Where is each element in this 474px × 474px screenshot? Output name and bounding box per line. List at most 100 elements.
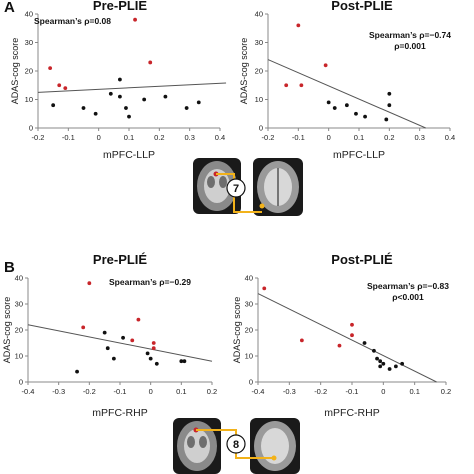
p-value-annotation: ρ=0.001 xyxy=(394,41,426,51)
red-data-point xyxy=(284,83,289,88)
black-data-point xyxy=(179,359,184,364)
x-tick-label: 0.1 xyxy=(409,387,419,396)
y-tick-label: 10 xyxy=(255,95,263,104)
y-axis-label: ADAS-cog score xyxy=(2,297,12,364)
connection-badge-label: 7 xyxy=(233,183,239,195)
red-data-point xyxy=(350,322,354,327)
black-data-point xyxy=(387,91,392,96)
black-data-point xyxy=(121,335,125,340)
x-tick-label: -0.2 xyxy=(314,387,327,396)
x-tick-label: -0.1 xyxy=(292,133,305,142)
black-data-point xyxy=(93,111,98,116)
correlation-annotation: Spearman’s ρ=−0.83 xyxy=(367,281,449,291)
black-data-point xyxy=(163,94,168,99)
black-data-point xyxy=(182,359,187,364)
chart-title: Pre-PLIE xyxy=(93,0,148,13)
chart-title: Post-PLIE xyxy=(331,0,393,13)
brain-axial-right-icon xyxy=(250,418,300,474)
x-tick-label: 0 xyxy=(381,387,385,396)
black-data-point xyxy=(354,111,358,116)
black-data-point xyxy=(81,106,86,110)
x-axis-label: mPFC-RHP xyxy=(92,407,147,419)
y-tick-label: 40 xyxy=(245,274,253,283)
x-tick-label: 0.2 xyxy=(384,133,394,142)
x-tick-label: -0.2 xyxy=(262,133,275,142)
y-tick-label: 10 xyxy=(25,95,33,104)
y-axis-label: ADAS-cog score xyxy=(239,38,249,105)
scatter-plot-pre-rhp: Pre-PLIÉ 0 10 20 30 40 -0.4 -0.3 -0.2 -0.1 0 0.1 0.2… xyxy=(2,252,217,419)
black-data-point xyxy=(105,346,110,351)
connection-badge xyxy=(226,178,246,198)
red-data-point xyxy=(350,333,354,338)
y-tick-label: 0 xyxy=(249,378,253,387)
x-tick-label: 0.3 xyxy=(414,133,424,142)
x-tick-label: 0 xyxy=(97,133,101,142)
chart-title: Pre-PLIÉ xyxy=(93,252,148,267)
black-data-point xyxy=(111,356,116,361)
scatter-plot-pre-llp: Pre-PLIE 0 10 20 30 40 -0.2 -0.1 0 0.1 0.2 0.3 0.4 AD… xyxy=(10,0,227,161)
y-tick-label: 40 xyxy=(255,10,263,19)
x-tick-label: 0.3 xyxy=(184,133,194,142)
brain-diagram-a: 7 xyxy=(193,158,303,216)
correlation-annotation: Spearman’s ρ=0.08 xyxy=(34,16,111,26)
red-data-point xyxy=(296,23,301,28)
y-tick-label: 20 xyxy=(245,326,253,335)
red-data-point xyxy=(151,346,156,351)
x-axis-label: mPFC-LLP xyxy=(103,149,155,161)
x-tick-label: -0.1 xyxy=(346,387,359,396)
brain-axial-left-icon xyxy=(173,418,221,474)
y-axis-label: ADAS-cog score xyxy=(232,297,242,364)
x-tick-label: 0.4 xyxy=(445,133,455,142)
correlation-annotation: Spearman’s ρ=−0.29 xyxy=(109,277,191,287)
red-data-point xyxy=(299,83,304,88)
black-data-point xyxy=(108,91,113,96)
y-tick-label: 20 xyxy=(255,67,263,76)
x-axis-label: mPFC-RHP xyxy=(324,407,379,419)
black-data-point xyxy=(387,367,392,371)
regression-line xyxy=(27,324,213,362)
y-tick-label: 30 xyxy=(15,300,23,309)
black-data-point xyxy=(51,103,56,108)
red-data-point xyxy=(81,325,86,330)
panel-label-b: B xyxy=(4,259,15,276)
black-data-point xyxy=(378,364,383,369)
x-tick-label: 0.2 xyxy=(207,387,217,396)
x-tick-label: -0.2 xyxy=(32,133,45,142)
x-tick-label: -0.1 xyxy=(62,133,75,142)
black-data-point xyxy=(400,361,405,366)
black-data-point xyxy=(196,100,201,105)
black-data-point xyxy=(118,94,122,99)
red-data-point xyxy=(57,83,62,88)
x-tick-label: -0.3 xyxy=(52,387,65,396)
red-data-point xyxy=(133,17,137,22)
x-axis-label: mPFC-LLP xyxy=(333,149,385,161)
black-data-point xyxy=(332,106,337,110)
red-data-point xyxy=(323,63,328,68)
connection-badge-label: 8 xyxy=(233,439,239,451)
correlation-annotation: Spearman’s ρ=−0.74 xyxy=(369,30,451,40)
x-tick-label: 0 xyxy=(149,387,153,396)
y-tick-label: 10 xyxy=(245,352,253,361)
y-axis-label: ADAS-cog score xyxy=(10,38,20,105)
y-tick-label: 20 xyxy=(15,326,23,335)
black-data-point xyxy=(184,106,189,110)
black-data-point xyxy=(372,348,376,353)
x-tick-label: -0.1 xyxy=(114,387,127,396)
black-data-point xyxy=(344,103,349,108)
red-data-point xyxy=(337,343,342,348)
red-data-point xyxy=(148,60,153,65)
black-data-point xyxy=(326,100,331,105)
y-tick-label: 30 xyxy=(255,38,263,47)
x-tick-label: 0 xyxy=(327,133,331,142)
regression-line xyxy=(257,293,437,383)
black-data-point xyxy=(393,364,398,369)
red-data-point xyxy=(87,281,92,286)
y-tick-label: 10 xyxy=(15,352,23,361)
black-data-point xyxy=(127,114,131,119)
brain-axial-right-icon xyxy=(253,158,303,216)
red-data-point xyxy=(136,317,141,322)
y-tick-label: 30 xyxy=(245,300,253,309)
p-value-annotation: ρ<0.001 xyxy=(392,292,424,302)
black-data-point xyxy=(118,77,122,82)
